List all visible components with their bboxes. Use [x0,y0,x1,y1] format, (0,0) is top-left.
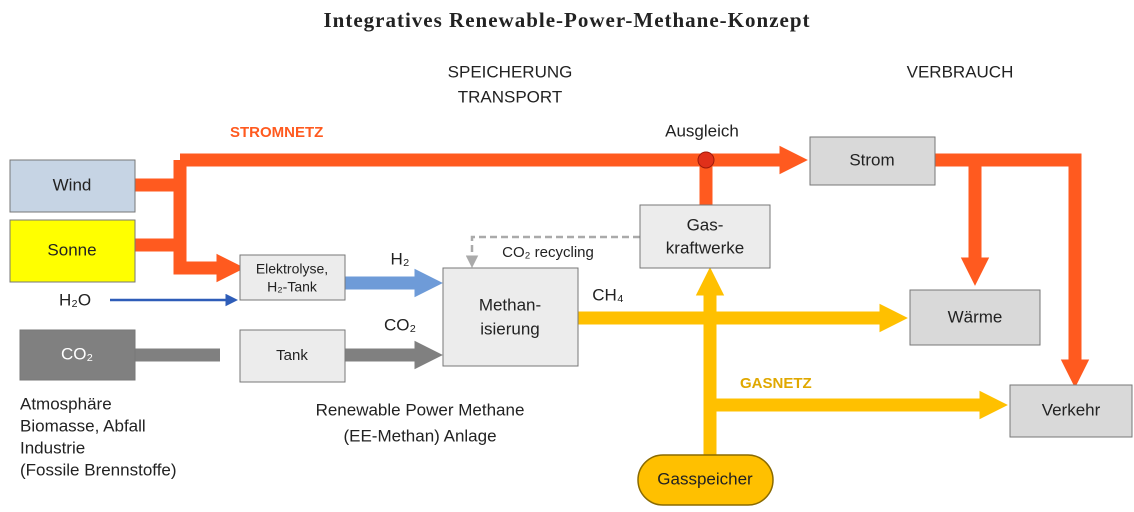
box-label: kraftwerke [666,238,744,257]
balance-label: Ausgleich [665,121,739,140]
box-label: Methan- [479,295,541,314]
box-label: Gasspeicher [657,469,753,488]
balance-node [697,151,715,169]
box [909,289,1041,346]
box-label: H₂-Tank [267,279,318,295]
source-label: (Fossile Brennstoffe) [20,460,177,479]
box [19,329,136,381]
box [442,267,579,367]
box-label: Elektrolyse, [256,261,328,277]
caption: (EE-Methan) Anlage [343,426,496,445]
flow-label: CH₄ [592,285,624,304]
header: VERBRAUCH [907,62,1014,81]
box [239,254,346,301]
header: SPEICHERUNG [448,62,573,81]
flow-label: CO₂ [384,315,416,334]
box [9,159,136,213]
co2-sources: Atmosphäre Biomasse, Abfall Industrie (F… [20,394,177,479]
box-label: isierung [480,319,540,338]
box-label: Sonne [47,240,96,259]
power-lines [135,145,1090,388]
box [637,454,774,506]
box [809,136,936,186]
box-label: Verkehr [1042,400,1101,419]
caption: Renewable Power Methane [316,400,525,419]
box [639,204,771,269]
network-label: STROMNETZ [230,124,323,141]
network-label: GASNETZ [740,375,812,392]
box [9,219,136,283]
box-label: Gas- [687,215,724,234]
source-label: Biomasse, Abfall [20,416,146,435]
box-label: Wind [53,175,92,194]
source-label: Industrie [20,438,85,457]
flow-label: H₂ [391,249,410,268]
header: TRANSPORT [458,87,563,106]
box-label: CO₂ [61,344,93,363]
flow-label: H₂O [59,290,91,309]
title: Integratives Renewable-Power-Methane-Kon… [323,8,810,32]
box-label: Tank [276,347,308,364]
source-label: Atmosphäre [20,394,112,413]
recycling-arrow [465,235,640,268]
box [239,329,346,383]
flow-label: CO₂ recycling [502,244,594,261]
box-label: Strom [849,150,894,169]
box [1009,384,1133,438]
gas-lines [578,267,1008,455]
box-label: Wärme [948,307,1003,326]
